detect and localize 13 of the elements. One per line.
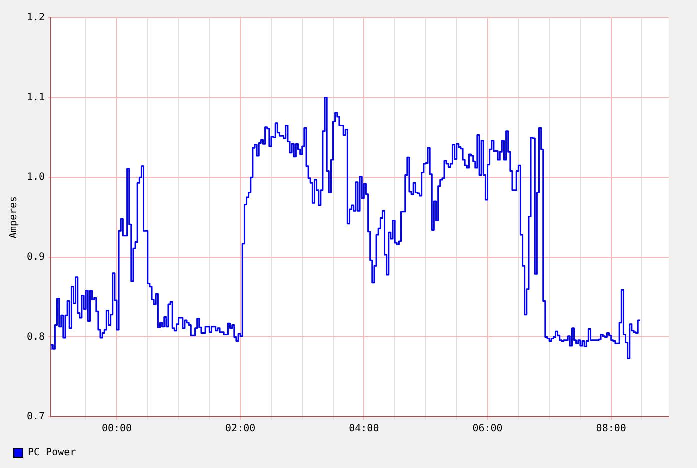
x-tick-label: 06:00: [472, 424, 503, 435]
x-tick-label: 02:00: [226, 424, 256, 435]
legend-label: PC Power: [28, 448, 76, 459]
y-axis-title: Amperes: [8, 196, 20, 239]
y-tick-label: 0.7: [27, 412, 46, 423]
x-tick-label: 08:00: [596, 424, 626, 435]
x-tick-label: 00:00: [102, 424, 132, 435]
y-tick-label: 1.1: [27, 92, 46, 104]
x-tick-label: 04:00: [349, 424, 380, 435]
y-tick-label: 0.8: [27, 332, 46, 343]
y-tick-label: 1.2: [27, 12, 46, 24]
y-tick-label: 0.9: [27, 252, 46, 263]
y-tick-label: 1.0: [27, 172, 46, 184]
